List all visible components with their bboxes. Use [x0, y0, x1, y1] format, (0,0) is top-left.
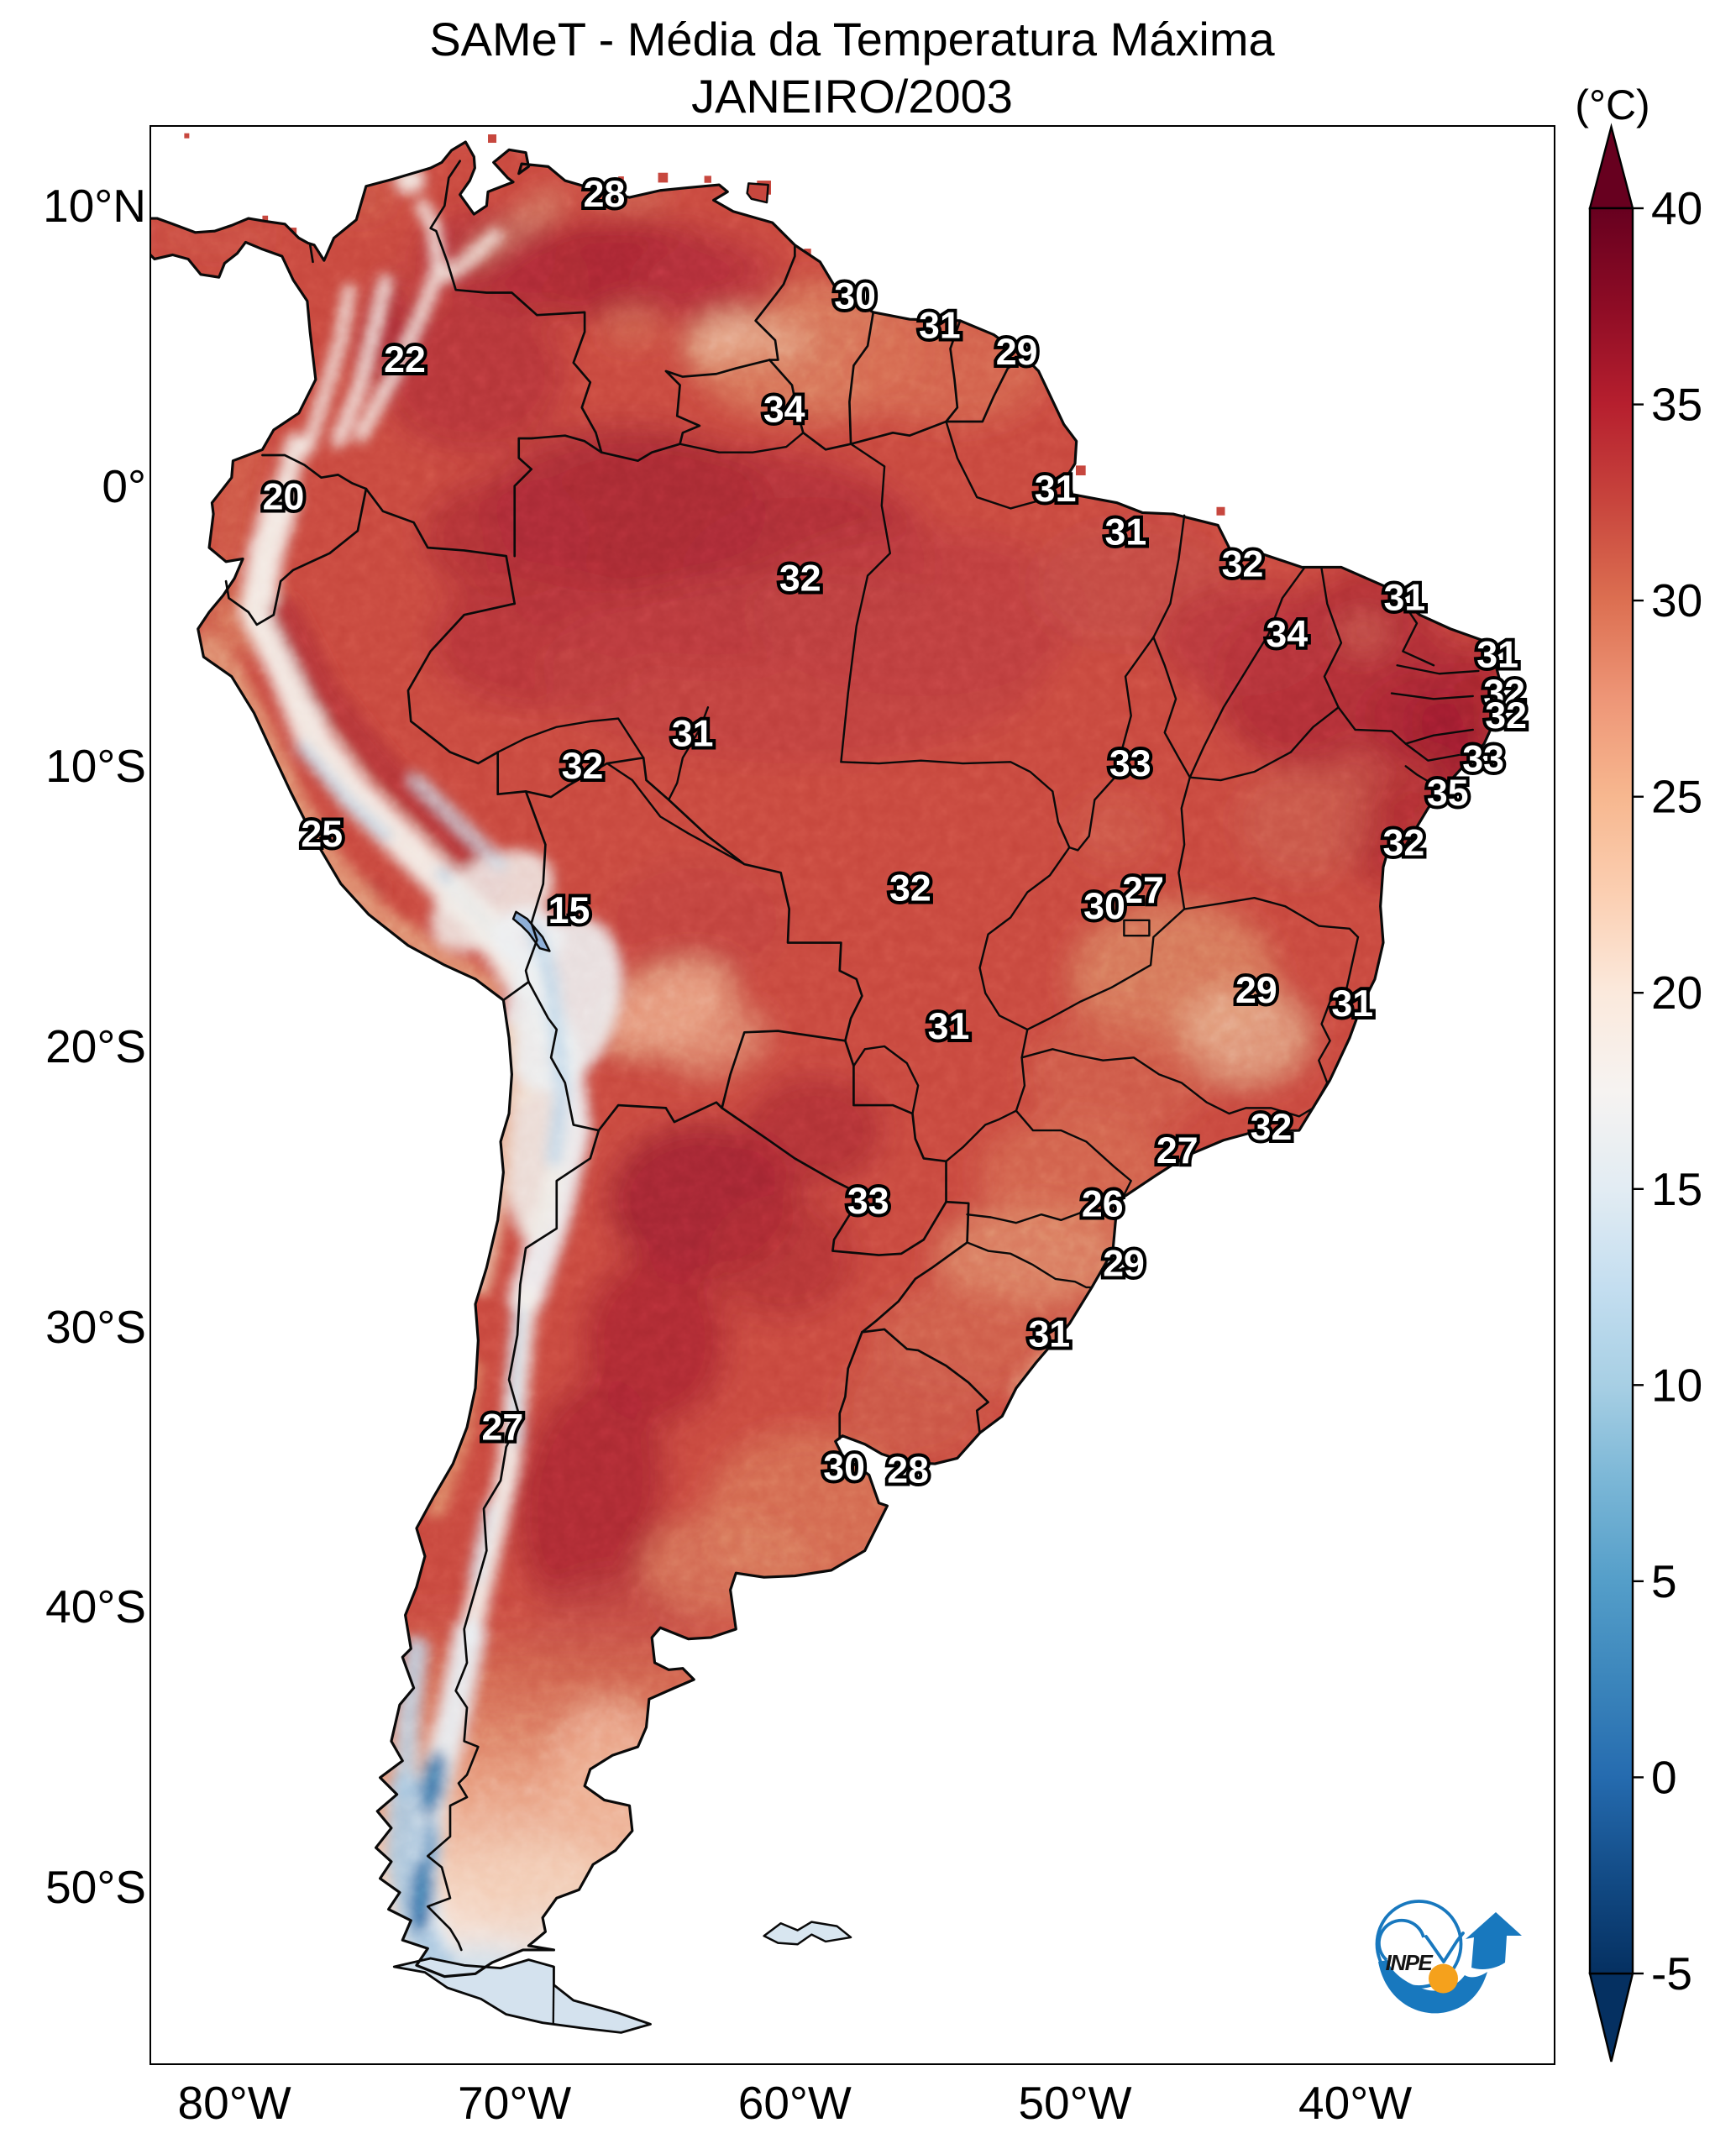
svg-text:31: 31: [919, 306, 961, 347]
svg-text:27: 27: [1156, 1130, 1198, 1171]
svg-text:26: 26: [1082, 1183, 1124, 1224]
svg-text:33: 33: [1109, 743, 1151, 784]
svg-text:32: 32: [889, 867, 931, 909]
svg-text:27: 27: [1122, 870, 1164, 911]
svg-text:15: 15: [548, 890, 590, 931]
svg-text:32: 32: [1251, 1107, 1293, 1148]
svg-text:31: 31: [1028, 1313, 1070, 1355]
svg-text:27: 27: [482, 1407, 524, 1449]
svg-text:0: 0: [1651, 1751, 1677, 1803]
svg-text:31: 31: [928, 1006, 970, 1047]
svg-text:31: 31: [1105, 511, 1147, 553]
svg-text:22: 22: [384, 339, 426, 380]
svg-text:33: 33: [1462, 739, 1504, 780]
svg-text:28: 28: [887, 1449, 929, 1491]
svg-text:5: 5: [1651, 1555, 1677, 1607]
svg-text:30: 30: [823, 1447, 865, 1488]
svg-text:40: 40: [1651, 182, 1702, 234]
svg-text:31: 31: [1331, 983, 1373, 1025]
svg-text:15: 15: [1651, 1163, 1702, 1215]
svg-text:31: 31: [1035, 469, 1077, 510]
svg-text:20: 20: [1651, 967, 1702, 1019]
svg-text:32: 32: [1222, 543, 1264, 584]
svg-text:32: 32: [779, 558, 821, 600]
svg-text:-5: -5: [1651, 1947, 1692, 2000]
svg-text:33: 33: [847, 1181, 889, 1222]
svg-text:31: 31: [1476, 634, 1518, 675]
svg-text:35: 35: [1427, 773, 1469, 814]
svg-text:INPE: INPE: [1386, 1950, 1434, 1975]
svg-text:30: 30: [1651, 574, 1702, 626]
svg-text:29: 29: [996, 332, 1038, 373]
svg-text:35: 35: [1651, 379, 1702, 431]
svg-text:34: 34: [763, 389, 805, 430]
svg-text:32: 32: [1483, 673, 1525, 714]
svg-text:34: 34: [1266, 614, 1308, 655]
svg-text:31: 31: [1383, 578, 1425, 619]
svg-text:25: 25: [1651, 771, 1702, 823]
svg-text:25: 25: [301, 814, 343, 855]
svg-text:28: 28: [584, 174, 626, 215]
svg-text:29: 29: [1103, 1244, 1145, 1285]
svg-text:32: 32: [1485, 695, 1527, 736]
svg-text:20: 20: [263, 477, 305, 518]
svg-text:30: 30: [834, 276, 876, 317]
svg-text:31: 31: [672, 713, 714, 754]
svg-text:32: 32: [562, 746, 604, 787]
svg-text:32: 32: [1382, 822, 1424, 863]
svg-text:30: 30: [1083, 886, 1125, 927]
svg-text:29: 29: [1235, 970, 1277, 1011]
svg-text:10: 10: [1651, 1359, 1702, 1411]
